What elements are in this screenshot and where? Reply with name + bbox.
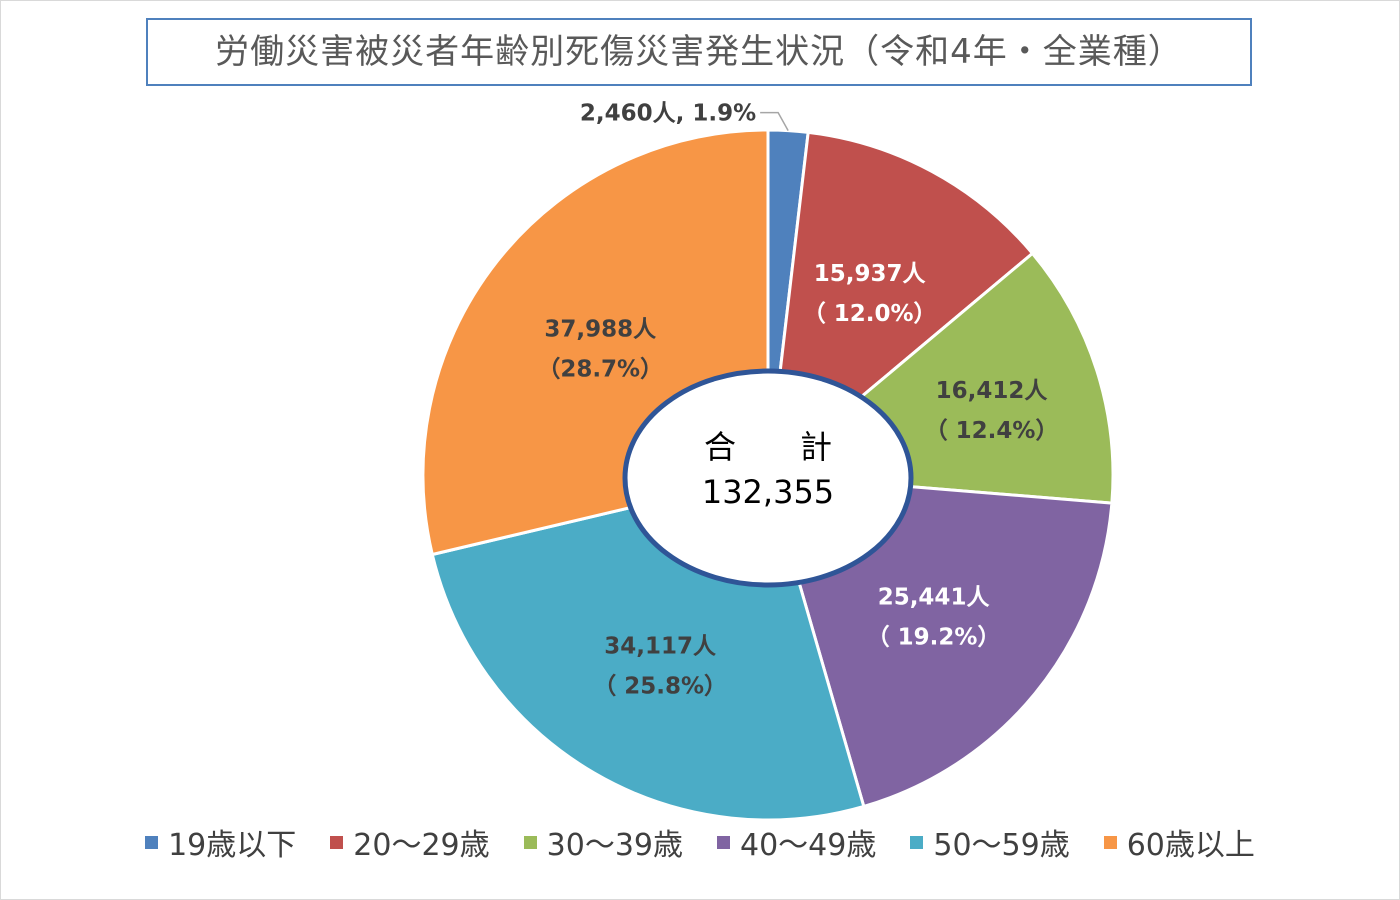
legend-swatch-5 (910, 835, 924, 849)
slice-value-label-4: 25,441人 (878, 584, 991, 610)
leader-line-1 (760, 111, 789, 131)
slice-value-label-5: 34,117人 (604, 634, 717, 660)
center-ellipse (622, 368, 914, 588)
slice-value-label-6: 37,988人 (544, 316, 657, 342)
legend-item-4: 40～49歳 (717, 820, 876, 864)
legend-swatch-2 (330, 835, 344, 849)
chart-title: 労働災害被災者年齢別死傷災害発生状況（令和4年・全業種） (146, 18, 1252, 86)
slice-percent-label-6: （28.7%） (537, 355, 663, 382)
legend-item-3: 30～39歳 (523, 820, 683, 864)
legend-label-5: 50～59歳 (933, 828, 1070, 863)
center-total-value: 132,355 (702, 473, 834, 511)
slice-percent-label-2: （ 12.0%） (803, 300, 937, 327)
legend-item-2: 20～29歳 (330, 820, 490, 864)
slice-percent-label-4: （ 19.2%） (867, 623, 1001, 650)
slice-label-1: 2,460人, 1.9% (580, 101, 756, 127)
slice-value-label-3: 16,412人 (936, 378, 1049, 404)
legend-item-1: 19歳以下 (145, 820, 296, 864)
legend-swatch-6 (1103, 835, 1117, 849)
legend-item-5: 50～59歳 (910, 820, 1070, 864)
slice-value-label-2: 15,937人 (814, 261, 927, 287)
legend-label-6: 60歳以上 (1126, 828, 1255, 863)
legend-swatch-4 (717, 835, 730, 849)
legend-item-6: 60歳以上 (1103, 820, 1255, 864)
legend-label-4: 40～49歳 (740, 828, 877, 863)
center-total: 合 計 132,355 (622, 368, 914, 588)
pie-labels: 2,460人, 1.9% 15,937人 （ 12.0%） 16,412人 （ 12.4… (537, 101, 1058, 700)
legend-label-3: 30～39歳 (546, 828, 683, 863)
legend-swatch-1 (145, 835, 159, 849)
slice-percent-label-5: （ 25.8%） (593, 673, 727, 700)
legend-label-1: 19歳以下 (168, 828, 297, 863)
slice-percent-label-3: （ 12.4%） (925, 417, 1059, 444)
center-total-label: 合 計 (704, 428, 832, 466)
legend-label-2: 20～29歳 (353, 828, 490, 863)
legend: 19歳以下 20～29歳 30～39歳 40～49歳 50～59歳 60歳以上 (0, 812, 1400, 872)
legend-swatch-3 (523, 835, 537, 849)
